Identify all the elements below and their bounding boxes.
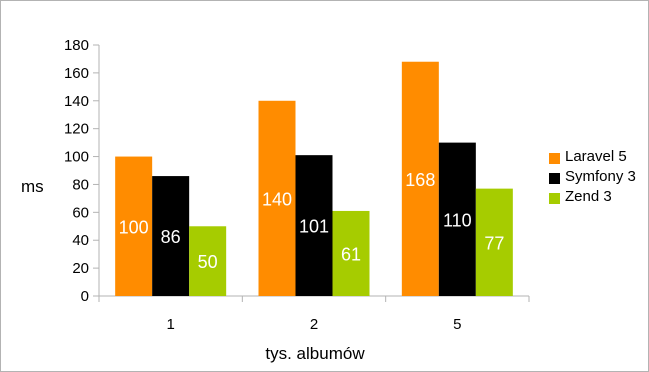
legend-label: Zend 3: [565, 188, 612, 205]
y-tick-label: 180: [64, 37, 89, 54]
data-labels: 100 86 50 140 101 61 168 110 77: [119, 170, 505, 272]
x-tick-label: 1: [166, 316, 174, 333]
legend: Laravel 5 Symfony 3 Zend 3: [549, 149, 645, 209]
bar: [295, 155, 333, 296]
data-label: 77: [484, 233, 504, 253]
data-label: 168: [405, 170, 435, 190]
legend-swatch: [549, 173, 560, 184]
y-tick-label: 20: [72, 260, 89, 277]
bar: [332, 210, 370, 296]
legend-item: Zend 3: [549, 189, 645, 205]
y-axis: 0 20 40 60 80 100 120 140 160 180: [64, 37, 100, 305]
legend-swatch: [549, 153, 560, 164]
x-axis: 1 2 5: [98, 295, 530, 333]
y-tick-label: 80: [72, 176, 89, 193]
bar: [258, 100, 296, 297]
data-label: 110: [443, 210, 472, 230]
data-label: 50: [198, 252, 218, 272]
data-label: 61: [341, 244, 361, 264]
data-label: 140: [262, 189, 292, 209]
y-axis-title: ms: [21, 177, 44, 196]
legend-item: Symfony 3: [549, 169, 645, 185]
bar: [438, 142, 476, 296]
bar: [475, 188, 513, 296]
y-tick-label: 120: [64, 121, 89, 138]
legend-swatch: [549, 193, 560, 204]
legend-label: Laravel 5: [565, 148, 627, 165]
y-tick-label: 40: [72, 232, 89, 249]
bars: [115, 61, 513, 297]
x-tick-label: 5: [453, 316, 461, 333]
x-axis-title: tys. albumów: [265, 344, 365, 363]
y-tick-label: 100: [64, 149, 89, 166]
y-tick-label: 60: [72, 204, 89, 221]
y-tick-label: 0: [81, 288, 89, 305]
bar: [189, 226, 227, 296]
y-tick-label: 140: [64, 93, 89, 110]
legend-item: Laravel 5: [549, 149, 645, 165]
bar: [152, 176, 190, 296]
y-tick-label: 160: [64, 65, 89, 82]
bar: [401, 61, 439, 296]
data-label: 100: [119, 217, 149, 237]
data-label: 101: [299, 217, 329, 237]
bar: [115, 156, 153, 296]
legend-label: Symfony 3: [565, 168, 636, 185]
data-label: 86: [161, 227, 181, 247]
x-tick-label: 2: [310, 316, 318, 333]
